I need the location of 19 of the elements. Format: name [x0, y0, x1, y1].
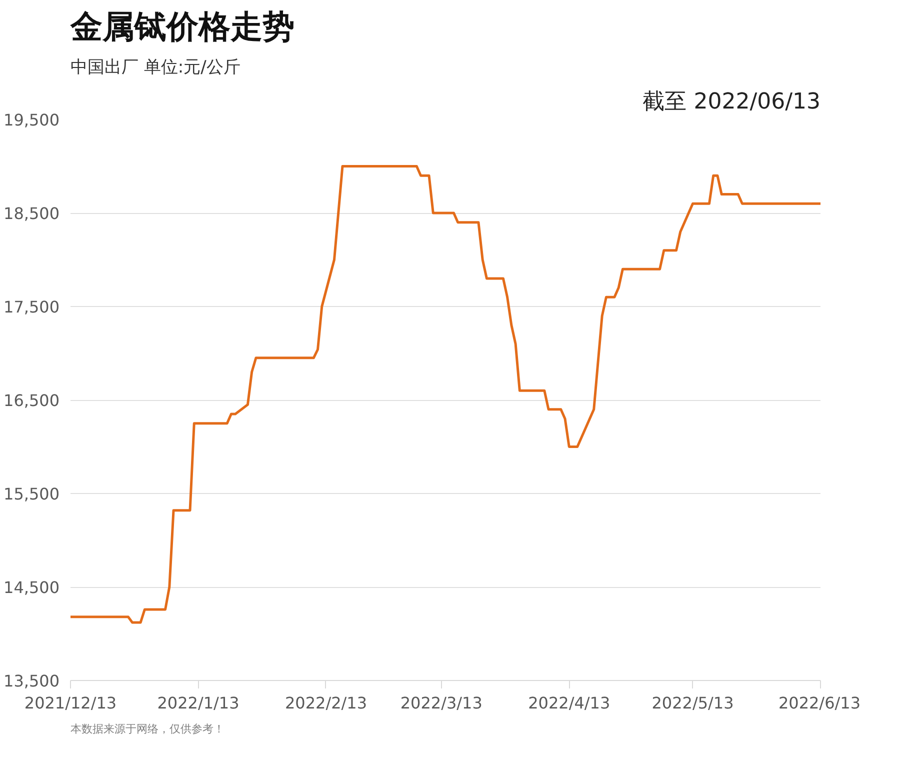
y-tick-label: 14,500: [4, 578, 60, 597]
chart-title: 金属铽价格走势: [70, 8, 294, 46]
line-series: [70, 165, 820, 624]
y-tick-label: 16,500: [4, 391, 60, 410]
y-tick-label: 18,500: [4, 204, 60, 223]
y-tick-label: 17,500: [4, 298, 60, 316]
x-tick-label: 2022/4/13: [528, 694, 610, 712]
chart-subtitle: 中国出厂 单位:元/公斤: [70, 58, 240, 78]
y-tick-label: 15,500: [4, 484, 60, 504]
x-tick-label: 2021/12/13: [24, 694, 117, 712]
text: 截至 2022/06/13: [642, 90, 821, 114]
text: 本数据来源于网络，仅供参考！: [70, 722, 224, 736]
y-tick-label: 13,500: [4, 672, 60, 690]
x-tick-label: 2022/2/13: [284, 694, 368, 712]
x-tick-label: 2022/6/13: [778, 694, 861, 712]
y-tick-label: 19,500: [4, 110, 60, 130]
x-tick-label: 2022/3/13: [400, 694, 482, 712]
x-tick-label: 2022/5/13: [652, 694, 734, 712]
x-tick-label: 2022/1/13: [157, 694, 240, 712]
